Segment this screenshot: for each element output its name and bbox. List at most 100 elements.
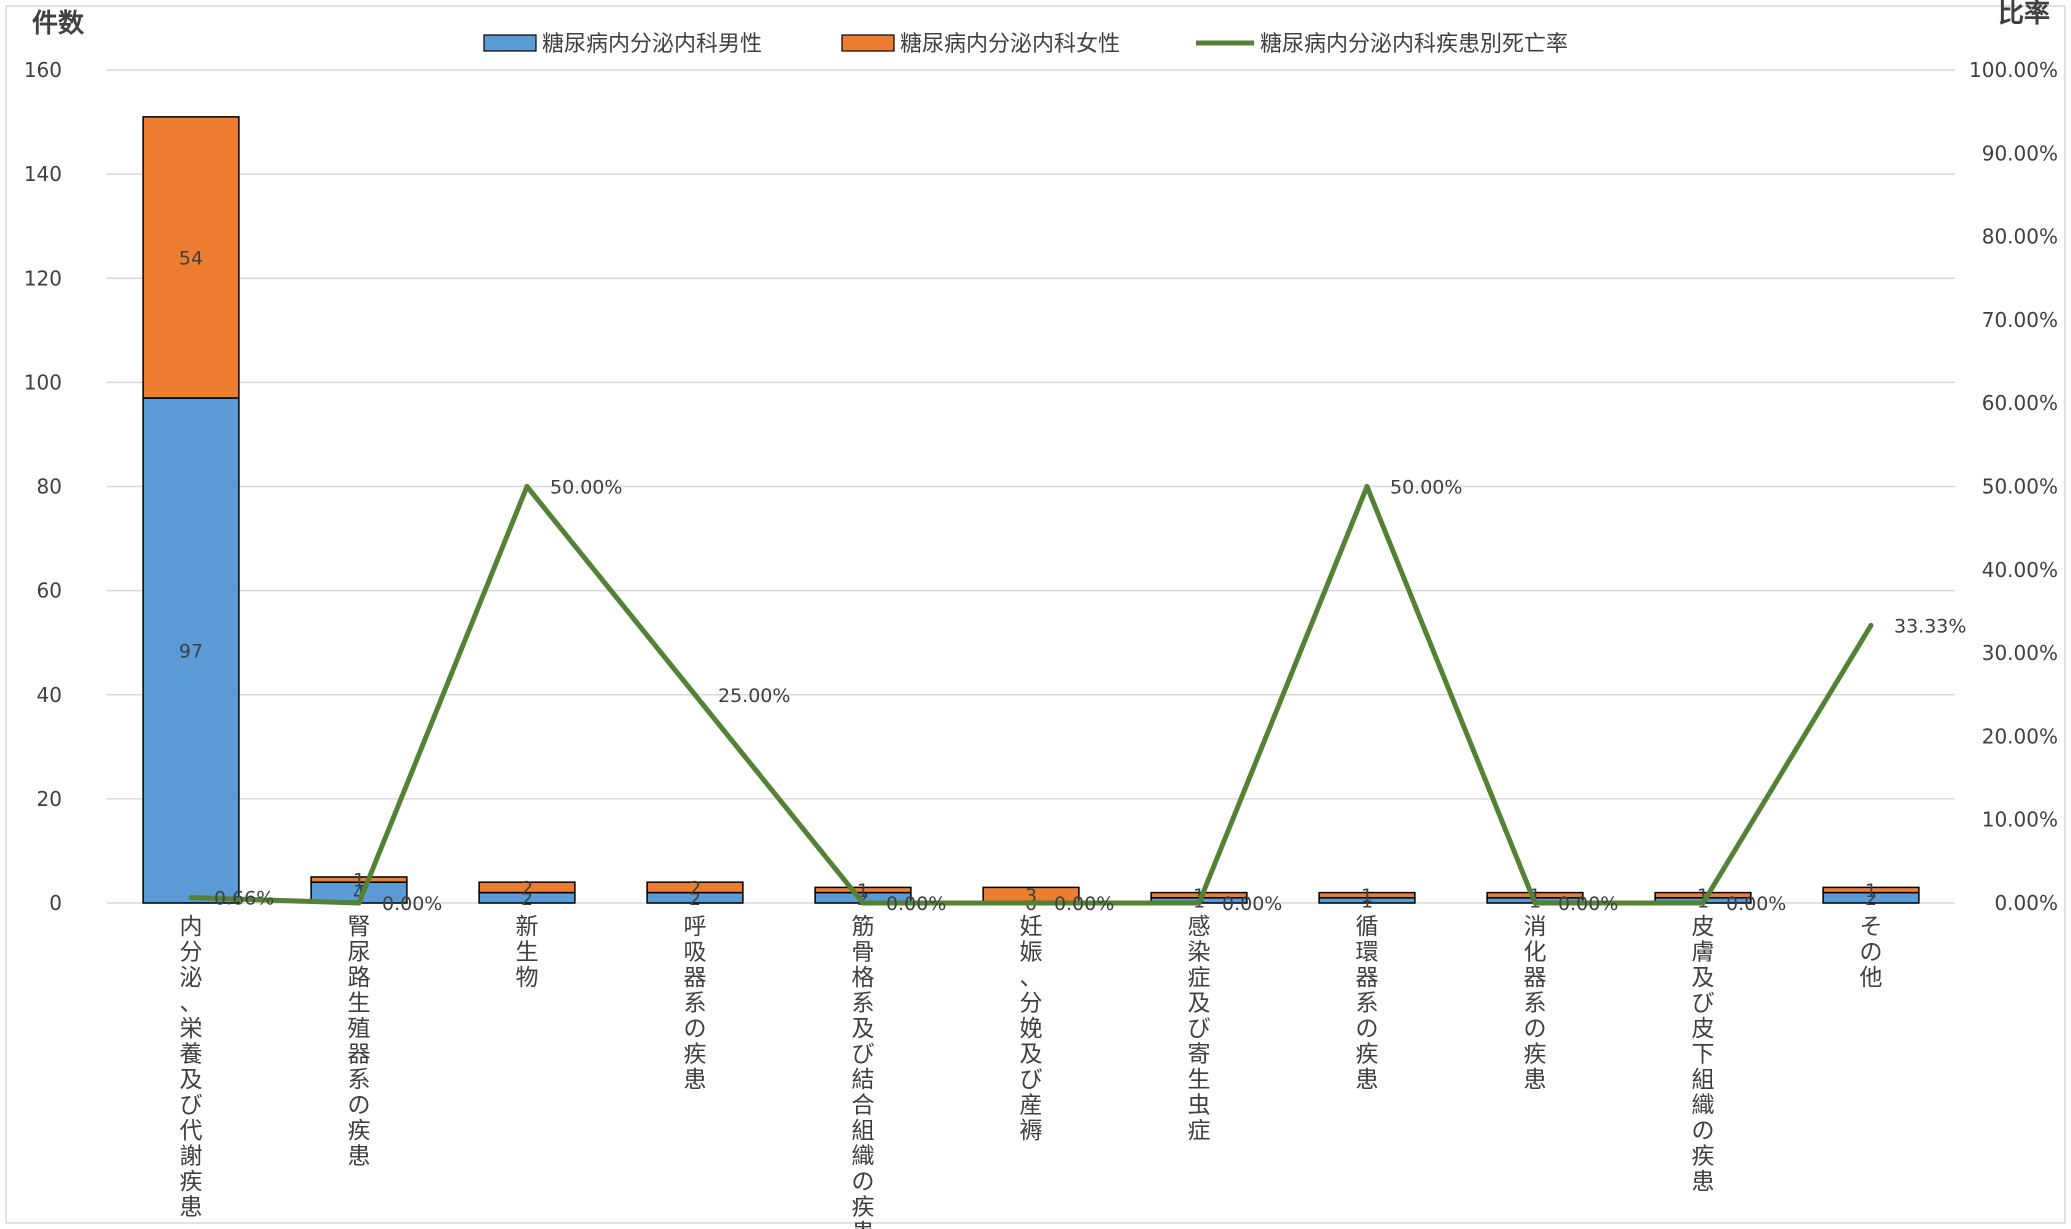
category-char: 殖 xyxy=(348,1016,371,1042)
legend-female-swatch xyxy=(841,34,895,52)
line-value-label: 0.00% xyxy=(1558,893,1618,915)
category-char: び xyxy=(852,1042,875,1068)
category-char: 呼 xyxy=(684,914,707,940)
category-char: 褥 xyxy=(1020,1118,1043,1144)
category-char: 骨 xyxy=(852,940,875,966)
line-point xyxy=(1196,900,1202,906)
category-char: 娩 xyxy=(1020,1016,1043,1042)
category-char: 器 xyxy=(348,1042,371,1068)
category-char: 系 xyxy=(1356,991,1379,1017)
category-char: の xyxy=(348,1093,371,1119)
category-char: 織 xyxy=(852,1144,875,1170)
y-left-tick-label: 120 xyxy=(24,266,62,290)
category-char: 寄 xyxy=(1188,1042,1211,1068)
line-value-label: 0.00% xyxy=(1222,893,1282,915)
category-char: 消 xyxy=(1524,914,1547,940)
y-right-tick-label: 50.00% xyxy=(1982,475,2058,499)
bar-segment-female xyxy=(1654,891,1752,899)
line-point xyxy=(188,895,194,901)
category-char: 疾 xyxy=(1356,1042,1379,1068)
line-value-label: 0.00% xyxy=(1054,893,1114,915)
category-char: 患 xyxy=(180,1195,203,1221)
y-left-tick-label: 40 xyxy=(37,683,62,707)
line-point xyxy=(1028,900,1034,906)
category-char: の xyxy=(852,1169,875,1195)
category-char: 疾 xyxy=(180,1169,203,1195)
category-char: 系 xyxy=(1524,991,1547,1017)
category-char: び xyxy=(1188,1016,1211,1042)
category-char: の xyxy=(684,1016,707,1042)
category-char: び xyxy=(1020,1067,1043,1093)
category-char: の xyxy=(1860,940,1883,966)
mortality-rate-line: 0.66% 0.00% 50.00% 25.00% 0.00% 0.00% 0.00% 50.… xyxy=(188,477,1966,915)
category-char: 及 xyxy=(852,1016,875,1042)
category-char: 泌 xyxy=(180,965,203,991)
category-char: 養 xyxy=(180,1042,203,1068)
category-char: 腎 xyxy=(348,914,371,940)
line-value-label: 0.00% xyxy=(382,893,442,915)
category-char: の xyxy=(1692,1118,1715,1144)
category-char: 患 xyxy=(1692,1169,1715,1195)
category-char: 患 xyxy=(1524,1067,1547,1093)
bar-segment-female xyxy=(142,116,240,399)
y-right-tick-label: 80.00% xyxy=(1982,225,2058,249)
category-char: 及 xyxy=(1020,1042,1043,1068)
category-char: 組 xyxy=(1692,1067,1715,1093)
bar-value-label: 97 xyxy=(179,640,203,662)
category-char: 結 xyxy=(852,1067,875,1093)
category-char: 器 xyxy=(1356,965,1379,991)
category-char: の xyxy=(1356,1016,1379,1042)
category-char: 娠 xyxy=(1020,940,1043,966)
category-char: 、 xyxy=(180,991,203,1017)
category-char: 疾 xyxy=(1692,1144,1715,1170)
line-point xyxy=(692,692,698,698)
y-right-tick-label: 90.00% xyxy=(1982,141,2058,165)
line-point xyxy=(524,484,530,489)
y-right-tick-label: 100.00% xyxy=(1969,58,2058,82)
category-char: 患 xyxy=(852,1220,875,1229)
line-point xyxy=(1532,900,1538,906)
category-char: 及 xyxy=(180,1067,203,1093)
category-char: そ xyxy=(1860,914,1883,940)
y-right-tick-labels: 0.00% 10.00% 20.00% 30.00% 40.00% 50.00% 60.00… xyxy=(1969,58,2058,915)
category-char: 分 xyxy=(180,940,203,966)
category-char: 産 xyxy=(1020,1093,1043,1119)
x-category-label: 新生物 xyxy=(516,914,539,991)
line-point xyxy=(1700,900,1706,906)
category-char: 疾 xyxy=(684,1042,707,1068)
category-char: 系 xyxy=(684,991,707,1017)
category-char: 妊 xyxy=(1020,914,1043,940)
legend-female-text: 糖尿病内分泌内科女性 xyxy=(900,32,1120,57)
category-char: 環 xyxy=(1356,940,1379,966)
category-char: 内 xyxy=(180,914,203,940)
category-char: 生 xyxy=(516,940,539,966)
category-char: 皮 xyxy=(1692,914,1715,940)
category-char: 組 xyxy=(852,1118,875,1144)
legend: 糖尿病内分泌内科男性 糖尿病内分泌内科女性 糖尿病内分泌内科疾患別死亡率 xyxy=(483,32,1568,57)
bar-segment-female xyxy=(646,881,744,894)
line-value-label: 50.00% xyxy=(550,477,622,499)
y-left-tick-label: 20 xyxy=(37,787,62,811)
bar-value-label: 54 xyxy=(179,247,203,269)
category-char: 疾 xyxy=(348,1118,371,1144)
bar-segment-female xyxy=(310,876,408,883)
category-char: 器 xyxy=(1524,965,1547,991)
category-char: 症 xyxy=(1188,965,1211,991)
category-char: 謝 xyxy=(180,1144,203,1170)
line-point xyxy=(1364,484,1370,489)
y-right-tick-label: 30.00% xyxy=(1982,641,2058,665)
category-char: 器 xyxy=(684,965,707,991)
category-char: 疾 xyxy=(1524,1042,1547,1068)
category-char: 他 xyxy=(1860,965,1883,991)
category-char: 症 xyxy=(1188,1118,1211,1144)
y-right-tick-label: 70.00% xyxy=(1982,308,2058,332)
category-char: 及 xyxy=(1692,965,1715,991)
category-char: 代 xyxy=(180,1118,203,1144)
y-right-tick-label: 40.00% xyxy=(1982,558,2058,582)
category-char: 系 xyxy=(348,1067,371,1093)
